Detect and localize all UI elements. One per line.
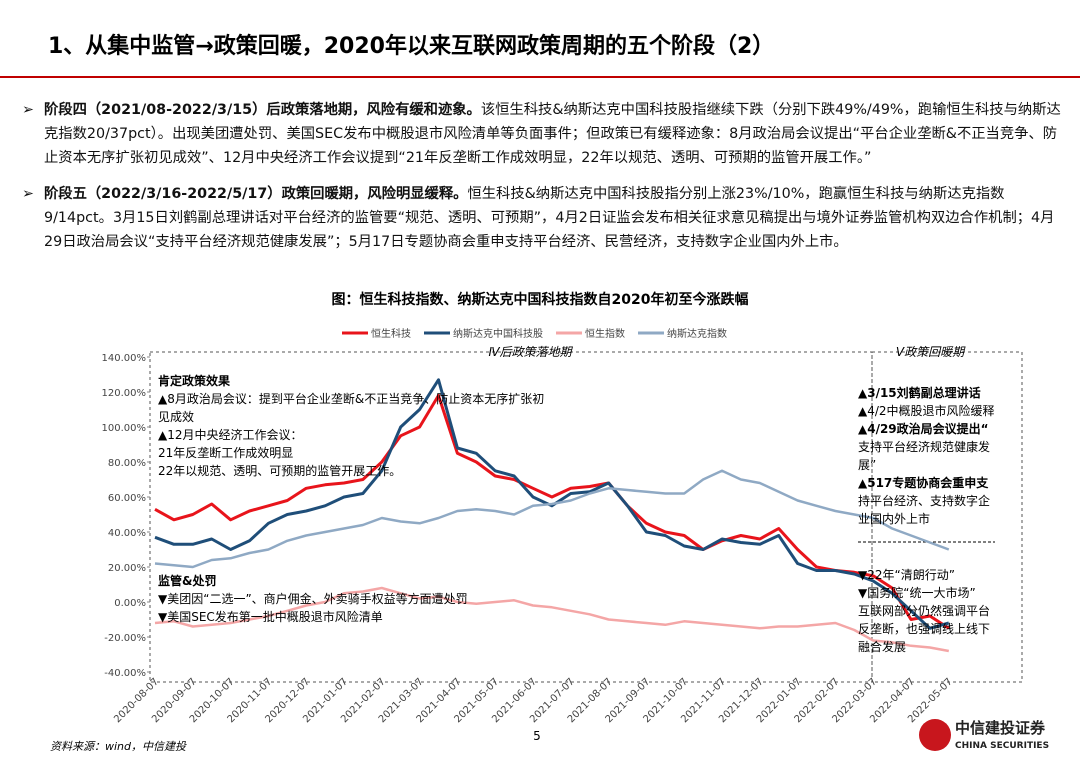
slide-title: 1、从集中监管→政策回暖，2020年以来互联网政策周期的五个阶段（2）: [48, 34, 775, 59]
phase-box: [149, 351, 873, 683]
y-tick-label: 20.00%: [108, 563, 146, 574]
logo-mark: [919, 719, 951, 751]
bullet: 阶段五（2022/3/16-2022/5/17）政策回暖期，风险明显缓释。恒生科…: [22, 182, 1064, 254]
legend-label: 恒生指数: [585, 327, 625, 340]
source: 资料来源：wind，中信建投: [50, 740, 187, 753]
annotation: ▼22年“清朗行动”: [858, 568, 955, 582]
annotation: 支持平台经济规范健康发: [858, 439, 990, 454]
annotation: ▲8月政治局会议：提到平台企业垄断&不正当竞争、防止资本无序扩张初: [158, 391, 544, 406]
y-tick-label: -40.00%: [104, 668, 146, 679]
y-tick-label: 140.00%: [102, 353, 147, 364]
annotation: ▲3/15刘鹤副总理讲话: [858, 385, 981, 400]
y-tick-label: 80.00%: [108, 458, 146, 469]
annotation: 监管&处罚: [158, 573, 216, 588]
annotation: ▲4/29政治局会议提出“: [858, 421, 989, 436]
series-line: [154, 394, 950, 630]
bullet: 阶段四（2021/08-2022/3/15）后政策落地期，风险有缓和迹象。该恒生…: [22, 98, 1064, 170]
series-line: [154, 469, 950, 569]
bullet-lead: 阶段五（2022/3/16-2022/5/17）政策回暖期，风险明显缓释。: [44, 186, 468, 202]
annotation: ▲12月中央经济工作会议：: [158, 427, 303, 442]
annotation: 互联网部分仍然强调平台: [858, 603, 990, 618]
annotation: 见成效: [158, 409, 194, 424]
annotation: ▼美国SEC发布第一批中概股退市风险清单: [158, 609, 383, 624]
legend-label: 纳斯达克中国科技股: [453, 327, 543, 340]
logo-en: CHINA SECURITIES: [955, 741, 1049, 751]
y-tick-label: 40.00%: [108, 528, 146, 539]
annotation: 肯定政策效果: [158, 373, 230, 388]
title-rule: [0, 76, 1080, 78]
legend-label: 恒生科技: [371, 327, 411, 340]
y-tick-label: -20.00%: [104, 633, 146, 644]
y-tick-label: 100.00%: [102, 423, 147, 434]
annotation: 反垄断，也强调线上线下: [858, 621, 990, 636]
bullet-text: 恒生科技&纳斯达克中国科技股指分别上涨23%/10%，跑赢恒生科技与纳斯达克指数…: [44, 186, 1055, 250]
bullet-text: 该恒生科技&纳斯达克中国科技股指继续下跌（分别下跌49%/49%，跑输恒生科技与…: [44, 102, 1061, 166]
y-tick-label: 0.00%: [114, 598, 146, 609]
y-tick-label: 120.00%: [102, 388, 147, 399]
y-tick-label: 60.00%: [108, 493, 146, 504]
annotation: 融合发展: [858, 639, 906, 654]
bullet-lead: 阶段四（2021/08-2022/3/15）后政策落地期，风险有缓和迹象。: [44, 102, 481, 118]
annotation: 21年反垄断工作成效明显: [158, 445, 293, 460]
legend-label: 纳斯达克指数: [667, 327, 727, 340]
annotation: 业国内外上市: [858, 511, 930, 526]
annotation: 22年以规范、透明、可预期的监管开展工作。: [158, 463, 401, 478]
annotation: 持平台经济、支持数字企: [858, 493, 990, 508]
logo: 中信建投证券: [955, 719, 1046, 737]
page-number: 5: [533, 729, 541, 743]
annotation: ▼美团因“二选一”、商户佣金、外卖骑手权益等方面遭处罚: [158, 591, 468, 606]
series-line: [154, 378, 950, 630]
annotation: ▲4/2中概股退市风险缓释: [858, 403, 995, 418]
annotation: ▲517专题协商会重申支: [858, 475, 989, 490]
annotation: Ⅳ后政策落地期: [488, 345, 573, 359]
series-line: [154, 586, 950, 653]
chart-title: 图：恒生科技指数、纳斯达克中国科技指数自2020年初至今涨跌幅: [332, 291, 749, 308]
annotation: ▼国务院“统一大市场”: [858, 585, 976, 600]
annotation: Ⅴ政策回暖期: [896, 345, 966, 359]
annotation: 展”: [858, 458, 876, 472]
